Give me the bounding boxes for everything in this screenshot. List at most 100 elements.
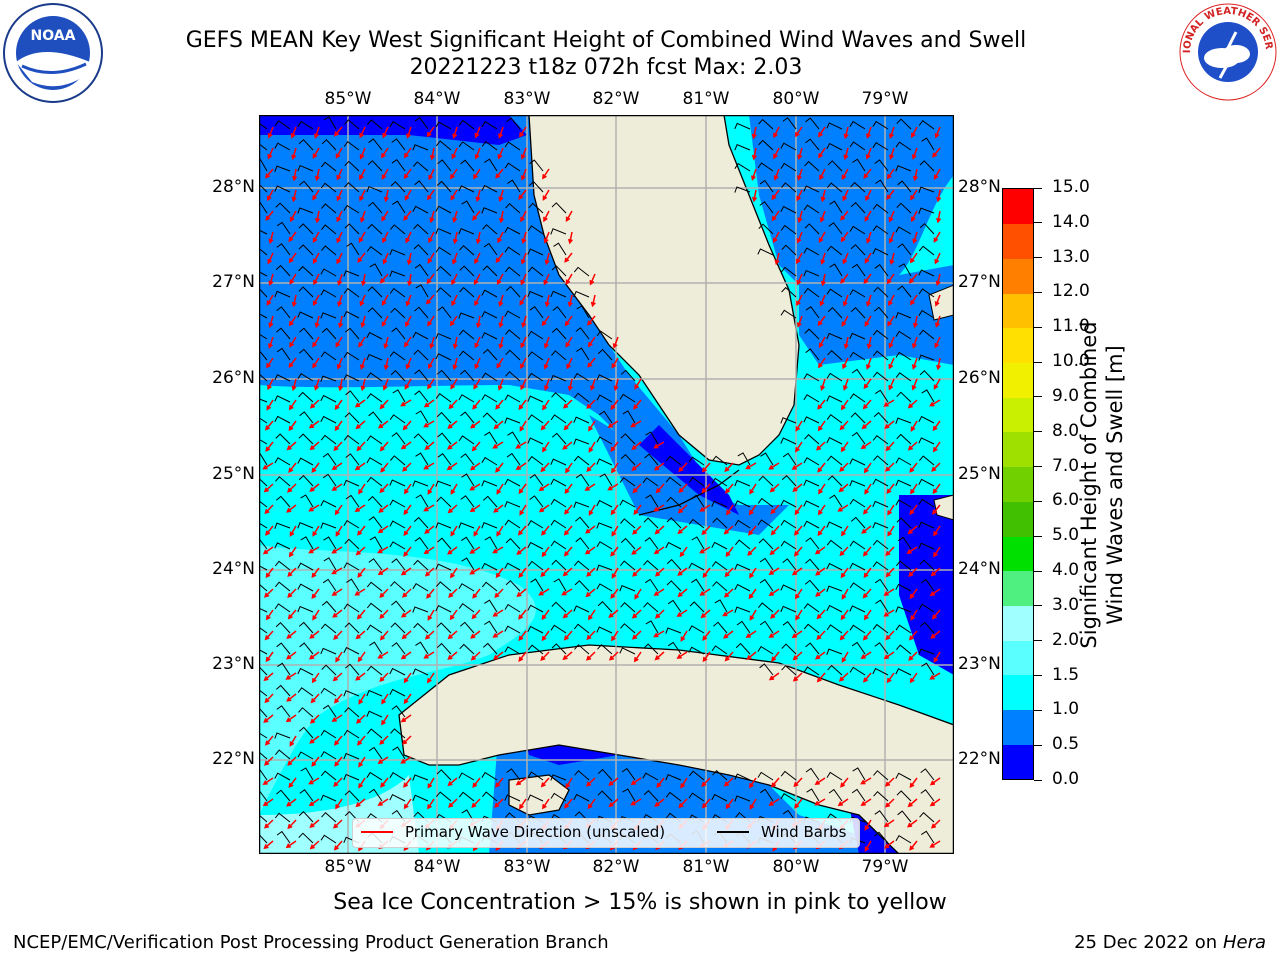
wave-direction-arrow [587,336,596,348]
wave-direction-arrow [262,777,274,785]
wave-direction-arrow [264,504,274,515]
wind-barb [872,225,889,235]
wave-direction-arrow [360,273,366,287]
wave-direction-arrow [771,651,780,662]
wave-direction-arrow [423,651,435,659]
wave-direction-arrow [883,588,895,596]
wind-barb [528,202,544,214]
wave-direction-arrow [360,210,366,223]
wind-barb [389,541,406,550]
wind-barb [298,286,314,298]
colorbar-segment [1003,431,1033,468]
map-canvas [251,114,955,855]
wave-direction-arrow [793,777,803,788]
wind-barb [529,495,544,508]
wind-barb [320,289,337,298]
wind-barb [849,666,866,676]
wave-direction-arrow [908,567,918,578]
wave-direction-arrow [309,840,320,850]
wave-direction-arrow [865,189,872,202]
wind-barb [826,372,843,382]
wind-barb [390,581,406,592]
wind-barb [711,500,728,508]
wind-barb [343,646,360,655]
wave-direction-arrow [842,357,849,370]
wave-direction-arrow [653,546,665,555]
wind-barb [597,348,613,361]
wind-barb [320,770,337,781]
wind-barb [274,290,291,298]
wind-barb [527,395,544,403]
wave-direction-arrow [379,609,389,620]
wind-barb [389,414,406,424]
wave-direction-arrow [474,147,481,160]
sea-ice-note: Sea Ice Concentration > 15% is shown in … [333,890,947,915]
wind-barb [343,351,360,361]
wave-direction-arrow [796,273,803,286]
wind-barb [276,830,291,844]
wave-direction-arrow [358,483,366,495]
wave-direction-arrow [907,525,918,535]
wave-direction-arrow [381,147,389,159]
wave-direction-arrow [498,189,504,203]
wave-direction-arrow [451,147,458,160]
colorbar-tick-label: 0.5 [1052,734,1080,755]
wave-direction-arrow [359,189,366,202]
wind-barb [458,228,475,235]
wind-barb [343,773,360,781]
wind-barb [504,625,521,634]
wind-barb [550,290,567,298]
wave-direction-arrow [354,462,366,471]
wave-direction-arrow [935,273,941,287]
wave-direction-arrow [796,168,803,181]
wind-barb [734,122,751,130]
wind-barb [320,647,337,655]
wave-direction-arrow [520,336,527,349]
wave-direction-arrow [426,588,435,599]
wind-barb [298,244,314,256]
wind-barb [435,605,452,613]
wave-direction-arrow [816,609,826,620]
wind-barb [435,205,452,214]
wind-barb [873,411,889,424]
wind-barb [551,202,567,214]
wave-direction-arrow [863,273,872,285]
wave-direction-arrow [907,441,918,451]
wind-barb [413,161,429,172]
footer-branch: NCEP/EMC/Verification Post Processing Pr… [13,932,609,953]
wind-barb [757,497,774,508]
wave-direction-arrow [565,210,573,222]
lat-label-left: 22°N [212,749,255,769]
wind-barb [597,600,613,613]
wind-barb [390,369,406,382]
wind-barb [529,306,544,319]
wave-direction-arrow [447,630,458,640]
colorbar-segment [1003,605,1033,641]
wind-barb [481,771,498,781]
wind-barb [919,455,935,466]
wave-direction-arrow [564,252,573,263]
wind-barb [504,794,521,802]
wind-barb [826,437,843,445]
wind-barb [413,622,429,634]
wind-barb [898,263,912,277]
wave-direction-arrow [543,210,550,223]
wind-barb [435,392,452,403]
wind-barb [343,270,360,277]
wind-barb [343,434,360,445]
wave-direction-arrow [519,504,527,516]
wave-direction-arrow [820,252,826,266]
wave-direction-arrow [610,588,619,599]
wave-direction-arrow [653,630,665,638]
wind-barb [412,668,429,676]
wave-direction-arrow [815,567,826,576]
wave-direction-arrow [518,399,527,411]
wind-barb [642,477,659,487]
wave-direction-arrow [446,462,458,471]
wave-direction-arrow [333,441,343,452]
wave-direction-arrow [379,273,389,284]
wind-barb [413,516,429,529]
wave-direction-arrow [680,777,688,789]
wind-barb [667,599,682,613]
wave-direction-arrow [540,420,550,431]
